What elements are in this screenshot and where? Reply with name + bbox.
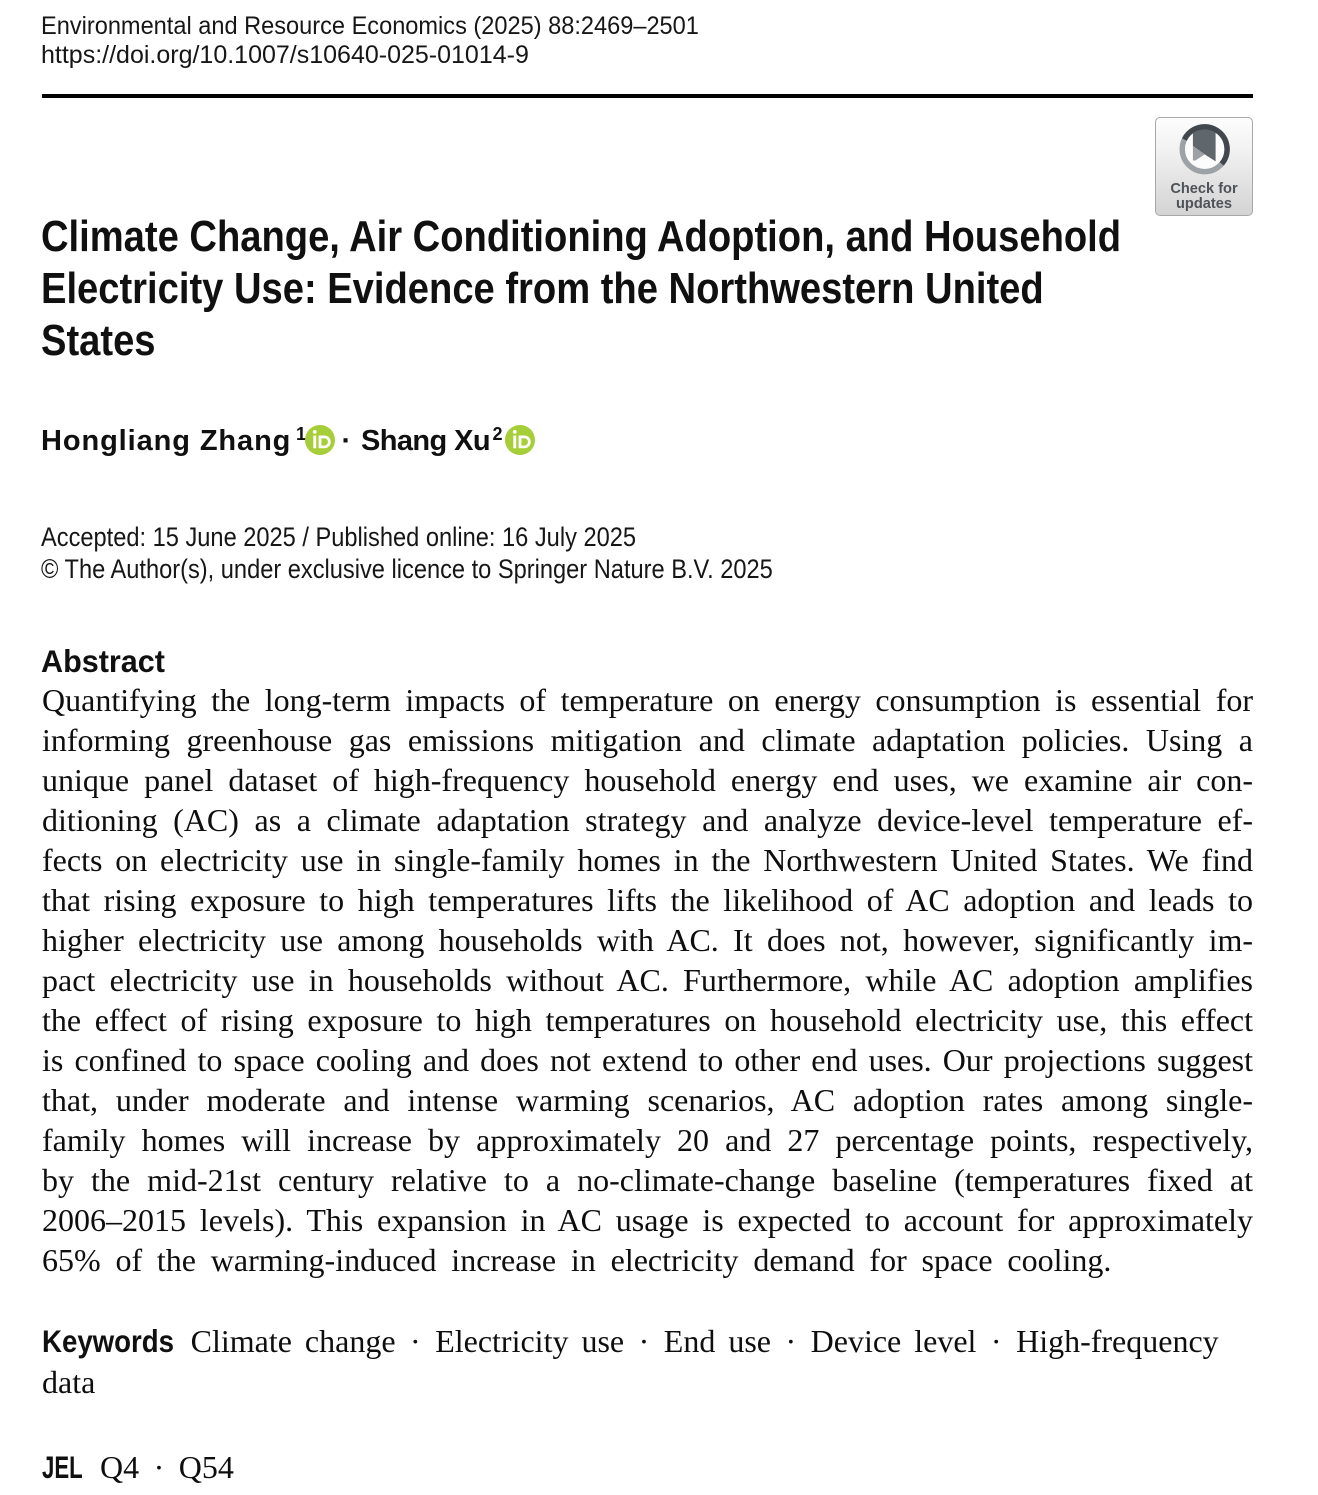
svg-text:Check for: Check for xyxy=(1170,181,1238,197)
svg-text:updates: updates xyxy=(1176,196,1232,212)
